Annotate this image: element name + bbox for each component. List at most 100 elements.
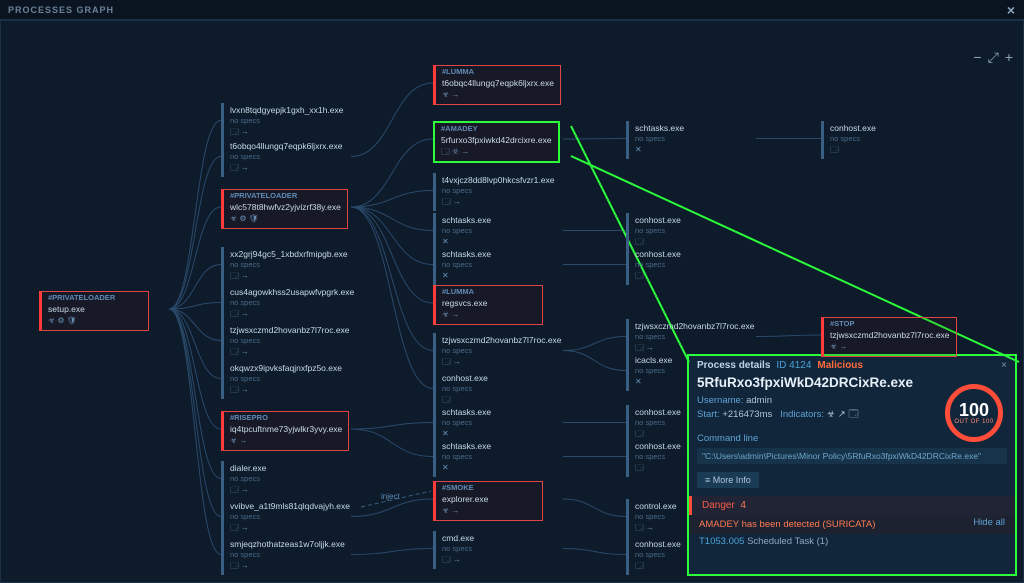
process-node[interactable]: conhost.exeno specs🗔 [821,121,931,159]
process-node[interactable]: schtasks.exeno specs✕ [433,247,543,285]
node-subtitle: no specs [230,551,345,560]
node-title: conhost.exe [635,442,730,452]
process-node[interactable]: lvxn8tqdgyepjk1gxh_xx1h.exeno specs🗔 → [221,103,349,141]
close-icon[interactable]: × [1007,2,1016,18]
node-icons: 🗔 → [230,127,343,136]
process-node[interactable]: conhost.exeno specs🗔 [626,405,736,443]
node-title: conhost.exe [830,124,925,134]
process-node[interactable]: schtasks.exeno specs✕ [433,213,543,251]
process-node[interactable]: #LUMMAt6obqc4llungq7eqpk6ljxrx.exe☣ → [433,65,561,105]
process-node[interactable]: conhost.exeno specs🗔 [433,371,543,409]
process-node[interactable]: tzjwsxczmd2hovanbz7l7roc.exeno specs🗔 → [626,319,761,357]
process-node[interactable]: #PRIVATELOADERwlc578t8hwfvz2yjvizrf38y.e… [221,189,348,229]
process-node[interactable]: smjeqzhothatzeas1w7oljjk.exeno specs🗔 → [221,537,351,575]
node-subtitle: no specs [635,453,730,462]
node-subtitle: no specs [230,299,354,308]
details-pid: ID 4124 [776,360,811,371]
process-node[interactable]: schtasks.exeno specs✕ [626,121,736,159]
node-icons: 🗔 → [230,271,348,280]
process-node[interactable]: t6obqo4llungq7eqpk6ljxrx.exeno specs🗔 → [221,139,348,177]
node-icons: ☣ ⚙ 🛡 [48,316,142,325]
process-node[interactable]: cmd.exeno specs🗔 → [433,531,543,569]
process-node[interactable]: conhost.exeno specs🗔 [626,213,736,251]
node-icons: ☣ → [442,506,536,515]
node-icons: 🗔 → [442,357,562,366]
node-icons: ☣ ⚙ 🛡 [230,214,341,223]
node-icons: 🗔 → [635,523,730,532]
svg-text:inject: inject [381,492,400,501]
details-close-icon[interactable]: × [1001,360,1007,371]
process-node[interactable]: conhost.exeno specs🗔 [626,439,736,477]
node-subtitle: no specs [830,135,925,144]
ttp-row[interactable]: T1053.005 Scheduled Task (1) [689,534,1015,549]
username-value: admin [746,395,772,406]
node-icons: 🗔 → [230,385,342,394]
node-subtitle: no specs [230,375,342,384]
process-node[interactable]: okqwzx9ipvksfaqjnxfpz5o.exeno specs🗔 → [221,361,348,399]
indicators-label: Indicators: [780,409,824,420]
node-title: regsvcs.exe [442,299,536,309]
zoom-out-button[interactable]: − [973,49,981,66]
zoom-in-button[interactable]: + [1005,49,1013,66]
node-title: schtasks.exe [442,442,537,452]
process-node[interactable]: conhost.exeno specs🗔 [626,247,736,285]
node-subtitle: no specs [442,347,562,356]
node-title: tzjwsxczmd2hovanbz7l7roc.exe [442,336,562,346]
node-tag: #STOP [830,320,950,329]
node-icons: 🗔 → [230,523,350,532]
node-title: smjeqzhothatzeas1w7oljjk.exe [230,540,345,550]
process-details-panel: Process details ID 4124 Malicious × 5Rfu… [687,354,1017,576]
node-title: t6obqc4llungq7eqpk6ljxrx.exe [442,79,554,89]
node-icons: ✕ [442,237,537,246]
node-subtitle: no specs [442,385,537,394]
node-tag: #PRIVATELOADER [48,294,142,303]
node-icons: 🗔 → [230,163,342,172]
process-node[interactable]: tzjwsxczmd2hovanbz7l7roc.exeno specs🗔 → [221,323,356,361]
alert-row[interactable]: AMADEY has been detected (SURICATA) [689,515,1015,534]
node-title: setup.exe [48,305,142,315]
node-icons: ✕ [635,145,730,154]
node-subtitle: no specs [635,135,730,144]
node-icons: 🗔 [635,463,730,472]
node-tag: #SMOKE [442,484,536,493]
node-subtitle: no specs [635,333,755,342]
node-icons: ✕ [442,463,537,472]
process-node[interactable]: tzjwsxczmd2hovanbz7l7roc.exeno specs🗔 → [433,333,568,371]
process-node[interactable]: t4vxjcz8dd8lvp0hkcsfvzr1.exeno specs🗔 → [433,173,560,211]
zoom-fit-button[interactable]: ⤢ [988,49,999,66]
node-icons: ☣ → [830,342,950,351]
node-icons: 🗔 → [442,197,554,206]
process-node[interactable]: conhost.exeno specs🗔 [626,537,736,575]
process-node[interactable]: vvibve_a1t9mls81qlqdvajyh.exeno specs🗔 → [221,499,356,537]
node-subtitle: no specs [635,419,730,428]
process-node[interactable]: #PRIVATELOADER setup.exe☣ ⚙ 🛡 [39,291,149,331]
process-node[interactable]: #AMADEY5rfurxo3fpxiwkd42drcixre.exe🗔 ☣ → [433,121,560,163]
ttp-text: Scheduled Task (1) [747,536,828,547]
node-icons: 🗔 ☣ → [441,147,552,156]
process-node[interactable]: #RISEPROiq4tpcuftnme73yjwlkr3yvy.exe☣ → [221,411,349,451]
process-node[interactable]: #SMOKE explorer.exe☣ → [433,481,543,521]
graph-canvas[interactable]: − ⤢ + inject Process details ID 4124 Mal… [0,20,1024,583]
process-node[interactable]: #LUMMAregsvcs.exe☣ → [433,285,543,325]
node-subtitle: no specs [442,453,537,462]
process-node[interactable]: schtasks.exeno specs✕ [433,439,543,477]
node-tag: #LUMMA [442,68,554,77]
process-node[interactable]: #STOPtzjwsxczmd2hovanbz7l7roc.exe☣ → [821,317,957,357]
process-node[interactable]: schtasks.exeno specs✕ [433,405,543,443]
node-title: explorer.exe [442,495,536,505]
node-icons: 🗔 → [442,555,537,564]
process-node[interactable]: dialer.exeno specs🗔 → [221,461,331,499]
node-subtitle: no specs [635,261,730,270]
node-title: iq4tpcuftnme73yjwlkr3yvy.exe [230,425,342,435]
node-subtitle: no specs [230,153,342,162]
node-icons: 🗔 → [230,347,350,356]
node-tag: #AMADEY [441,125,552,134]
process-node[interactable]: cus4agowkhss2usapwfvpgrk.exeno specs🗔 → [221,285,360,323]
process-node[interactable]: control.exeno specs🗔 → [626,499,736,537]
node-tag: #LUMMA [442,288,536,297]
process-node[interactable]: icacls.exeno specs✕ [626,353,736,391]
node-subtitle: no specs [230,475,325,484]
process-node[interactable]: xx2grj94gc5_1xbdxrfmipgb.exeno specs🗔 → [221,247,354,285]
danger-bar[interactable]: Danger 4 [689,496,1015,515]
hide-all-button[interactable]: Hide all [973,517,1005,528]
